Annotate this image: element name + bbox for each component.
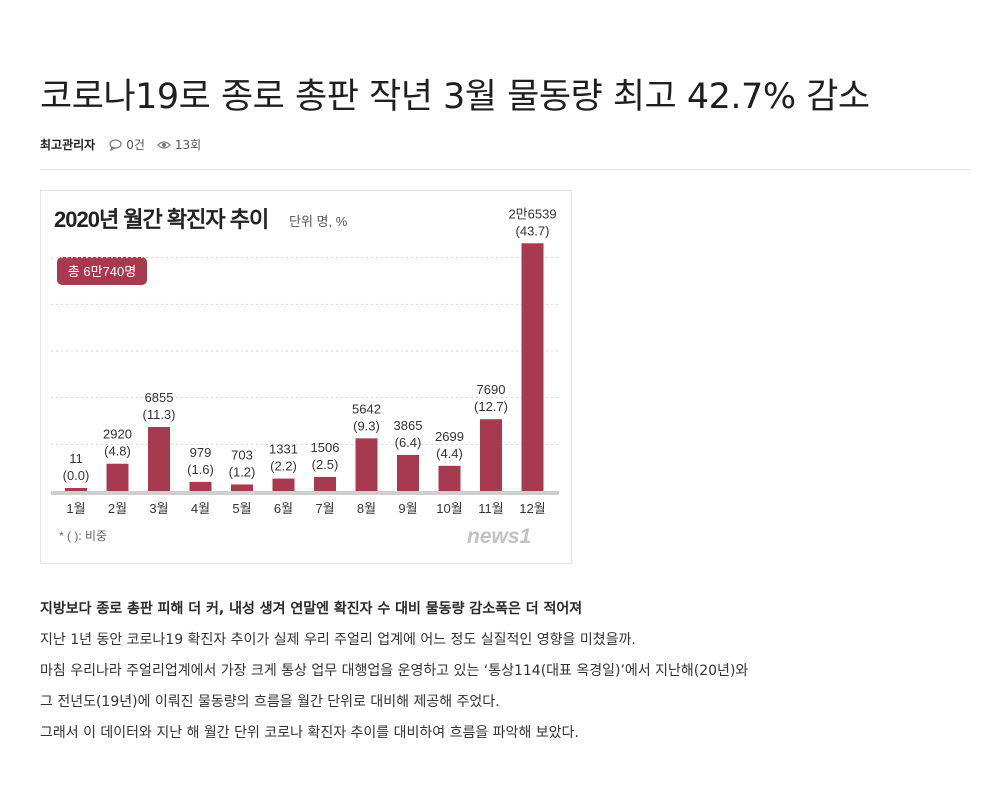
view-count-text: 13회 xyxy=(174,138,202,152)
total-badge-text: 총 6만740명 xyxy=(68,264,136,279)
paragraph: 마침 우리나라 주얼리업계에서 가장 크게 통상 업무 대행업을 운영하고 있는… xyxy=(40,663,749,679)
author-name[interactable]: 최고관리자 xyxy=(40,138,96,152)
monthly-cases-chart: 2020년 월간 확진자 추이 단위 명, % 총 6만740명 11 (0.0)… xyxy=(51,206,559,548)
month-tick-label: 8월 xyxy=(357,501,376,516)
bar-2월 xyxy=(106,463,129,491)
month-tick-label: 11월 xyxy=(478,501,503,516)
chart-title: 2020년 월간 확진자 추이 xyxy=(54,207,268,232)
share-label: (6.4) xyxy=(395,435,422,450)
x-axis-baseline xyxy=(51,491,559,495)
total-badge: 총 6만740명 xyxy=(57,257,147,285)
value-label: 5642 xyxy=(352,401,381,416)
value-label: 11 xyxy=(69,451,83,466)
bar-12월 xyxy=(521,243,544,491)
value-label: 7690 xyxy=(477,382,506,397)
paragraph: 지난 1년 동안 코로나19 확진자 추이가 실제 우리 주얼리 업계에 어느 … xyxy=(40,632,636,648)
share-label: (1.2) xyxy=(229,464,256,479)
news1-logo-text: news1 xyxy=(467,525,531,548)
chart-footnote: * ( ): 비중 xyxy=(59,529,107,543)
value-label: 1506 xyxy=(311,440,340,455)
bar-4월 xyxy=(189,481,212,491)
chart-figure: 2020년 월간 확진자 추이 단위 명, % 총 6만740명 11 (0.0)… xyxy=(40,190,572,564)
speech-bubble-icon xyxy=(109,138,122,151)
value-label: 2920 xyxy=(103,427,132,442)
share-label: (4.8) xyxy=(104,444,131,459)
value-label: 2만6539 xyxy=(508,206,556,221)
article-title: 코로나19로 종로 총판 작년 3월 물동량 최고 42.7% 감소 xyxy=(40,77,870,117)
month-tick-label: 12월 xyxy=(519,501,545,516)
share-label: (2.2) xyxy=(270,459,297,474)
bar-1월 xyxy=(65,488,87,491)
share-label: (4.4) xyxy=(436,446,463,461)
share-label: (43.7) xyxy=(516,223,550,238)
value-label: 979 xyxy=(190,445,212,460)
share-label: (2.5) xyxy=(312,457,339,472)
comment-count[interactable]: 0건 xyxy=(109,136,145,153)
value-label: 1331 xyxy=(269,442,298,457)
paragraph: 그래서 이 데이터와 지난 해 월간 단위 코로나 확진자 추이를 대비하여 흐… xyxy=(40,725,579,741)
bar-3월 xyxy=(148,427,170,491)
bar-9월 xyxy=(397,454,419,491)
view-count: 13회 xyxy=(157,136,201,153)
paragraph: 그 전년도(19년)에 이뤄진 물동량의 흐름을 월간 단위로 대비해 제공해 … xyxy=(40,694,500,710)
comment-count-text: 0건 xyxy=(126,138,145,152)
chart-unit-label: 단위 명, % xyxy=(289,214,348,229)
bar-8월 xyxy=(355,438,378,491)
month-tick-label: 9월 xyxy=(398,501,417,516)
value-label: 6855 xyxy=(145,390,174,405)
share-label: (0.0) xyxy=(63,468,90,483)
share-label: (1.6) xyxy=(187,462,214,477)
article-meta: 최고관리자 0건 13회 xyxy=(40,136,213,153)
bar-5월 xyxy=(231,484,253,491)
share-label: (9.3) xyxy=(353,418,380,433)
header-divider xyxy=(40,169,970,170)
share-label: (12.7) xyxy=(474,399,508,414)
article-lead: 지방보다 종로 총판 피해 더 커, 내성 생겨 연말엔 확진자 수 대비 물동… xyxy=(40,601,583,617)
month-tick-label: 10월 xyxy=(436,501,462,516)
value-label: 703 xyxy=(231,447,253,462)
bar-11월 xyxy=(480,419,502,491)
month-tick-label: 5월 xyxy=(232,501,251,516)
month-tick-label: 7월 xyxy=(315,501,334,516)
month-tick-label: 1월 xyxy=(66,501,85,516)
month-tick-label: 6월 xyxy=(274,501,293,516)
bar-7월 xyxy=(314,476,336,491)
value-label: 3865 xyxy=(394,418,423,433)
month-tick-label: 4월 xyxy=(191,501,210,516)
month-tick-label: 2월 xyxy=(108,501,127,516)
eye-icon xyxy=(157,140,171,149)
news1-logo: news1 xyxy=(467,525,531,548)
share-label: (11.3) xyxy=(143,407,176,422)
bar-6월 xyxy=(272,478,295,491)
bar-10월 xyxy=(438,465,461,491)
article-body: 지방보다 종로 총판 피해 더 커, 내성 생겨 연말엔 확진자 수 대비 물동… xyxy=(40,594,970,749)
month-tick-label: 3월 xyxy=(149,501,168,516)
value-label: 2699 xyxy=(435,429,464,444)
